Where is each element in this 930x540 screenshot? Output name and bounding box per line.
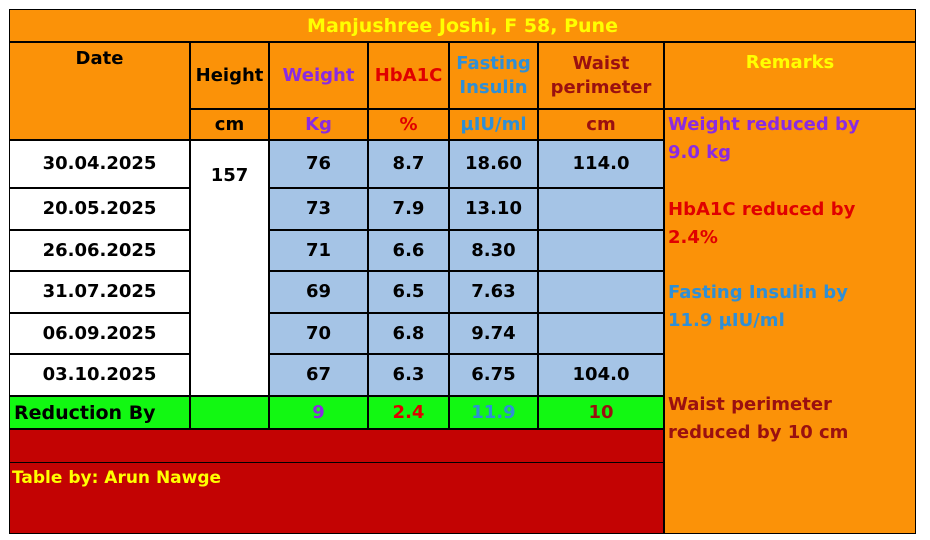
remark-hba1c: HbA1C reduced by 2.4% xyxy=(668,196,855,252)
reduction-waist: 10 xyxy=(539,397,663,428)
row-3-hba1c: 6.6 xyxy=(369,231,448,270)
row-3-waist xyxy=(539,231,663,270)
remark-waist-line2: reduced by 10 cm xyxy=(668,422,849,443)
row-5-date: 06.09.2025 xyxy=(10,314,189,353)
header-waist-line2: perimeter xyxy=(550,76,652,98)
reduction-hba1c: 2.4 xyxy=(369,397,448,428)
row-1-hba1c: 8.7 xyxy=(369,141,448,187)
row-2-date: 20.05.2025 xyxy=(10,189,189,229)
unit-height: cm xyxy=(191,110,268,139)
row-6-date: 03.10.2025 xyxy=(10,355,189,395)
row-1-date: 30.04.2025 xyxy=(10,141,189,187)
reduction-insulin: 11.9 xyxy=(450,397,537,428)
unit-insulin: µIU/ml xyxy=(450,110,537,139)
row-4-weight: 69 xyxy=(270,272,367,312)
row-3-insulin: 8.30 xyxy=(450,231,537,270)
row-6-hba1c: 6.3 xyxy=(369,355,448,395)
footer-credit: Table by: Arun Nawge xyxy=(12,468,222,488)
remark-weight-line1: Weight reduced by xyxy=(668,114,860,135)
remark-weight-line2: 9.0 kg xyxy=(668,142,732,163)
header-waist-perimeter: Waist perimeter xyxy=(539,43,663,108)
row-2-insulin: 13.10 xyxy=(450,189,537,229)
reduction-weight: 9 xyxy=(270,397,367,428)
unit-waist: cm xyxy=(539,110,663,139)
table-title: Manjushree Joshi, F 58, Pune xyxy=(10,10,915,41)
remarks-panel xyxy=(665,110,915,533)
row-1-waist: 114.0 xyxy=(539,141,663,187)
footer-block xyxy=(10,463,663,533)
row-5-insulin: 9.74 xyxy=(450,314,537,353)
remark-weight: Weight reduced by 9.0 kg xyxy=(668,111,860,167)
row-5-weight: 70 xyxy=(270,314,367,353)
remark-waist-line1: Waist perimeter xyxy=(668,394,832,415)
unit-weight: Kg xyxy=(270,110,367,139)
header-fasting-insulin-line2: Insulin xyxy=(459,76,528,98)
row-6-waist: 104.0 xyxy=(539,355,663,395)
remark-waist: Waist perimeter reduced by 10 cm xyxy=(668,391,848,447)
row-2-hba1c: 7.9 xyxy=(369,189,448,229)
remark-insulin: Fasting Insulin by 11.9 µIU/ml xyxy=(668,279,848,335)
row-4-insulin: 7.63 xyxy=(450,272,537,312)
header-weight: Weight xyxy=(270,43,367,108)
remark-insulin-line2: 11.9 µIU/ml xyxy=(668,310,785,331)
header-fasting-insulin: Fasting Insulin xyxy=(450,43,537,108)
height-value-cell: 157 xyxy=(191,141,268,395)
remark-hba1c-line2: 2.4% xyxy=(668,227,718,248)
row-4-date: 31.07.2025 xyxy=(10,272,189,312)
reduction-label: Reduction By xyxy=(10,397,189,428)
row-5-hba1c: 6.8 xyxy=(369,314,448,353)
row-2-weight: 73 xyxy=(270,189,367,229)
reduction-height-empty xyxy=(191,397,268,428)
header-waist-line1: Waist xyxy=(572,52,630,74)
unit-hba1c: % xyxy=(369,110,448,139)
row-1-weight: 76 xyxy=(270,141,367,187)
row-6-insulin: 6.75 xyxy=(450,355,537,395)
header-remarks: Remarks xyxy=(665,43,915,108)
row-6-weight: 67 xyxy=(270,355,367,395)
header-fasting-insulin-line1: Fasting xyxy=(456,52,531,74)
header-height: Height xyxy=(191,43,268,108)
row-2-waist xyxy=(539,189,663,229)
row-3-date: 26.06.2025 xyxy=(10,231,189,270)
header-date: Date xyxy=(10,43,189,139)
row-3-weight: 71 xyxy=(270,231,367,270)
row-1-insulin: 18.60 xyxy=(450,141,537,187)
row-4-hba1c: 6.5 xyxy=(369,272,448,312)
remark-hba1c-line1: HbA1C reduced by xyxy=(668,199,856,220)
row-4-waist xyxy=(539,272,663,312)
footer-block-top xyxy=(10,430,663,462)
header-hba1c: HbA1C xyxy=(369,43,448,108)
remark-insulin-line1: Fasting Insulin by xyxy=(668,282,848,303)
row-5-waist xyxy=(539,314,663,353)
